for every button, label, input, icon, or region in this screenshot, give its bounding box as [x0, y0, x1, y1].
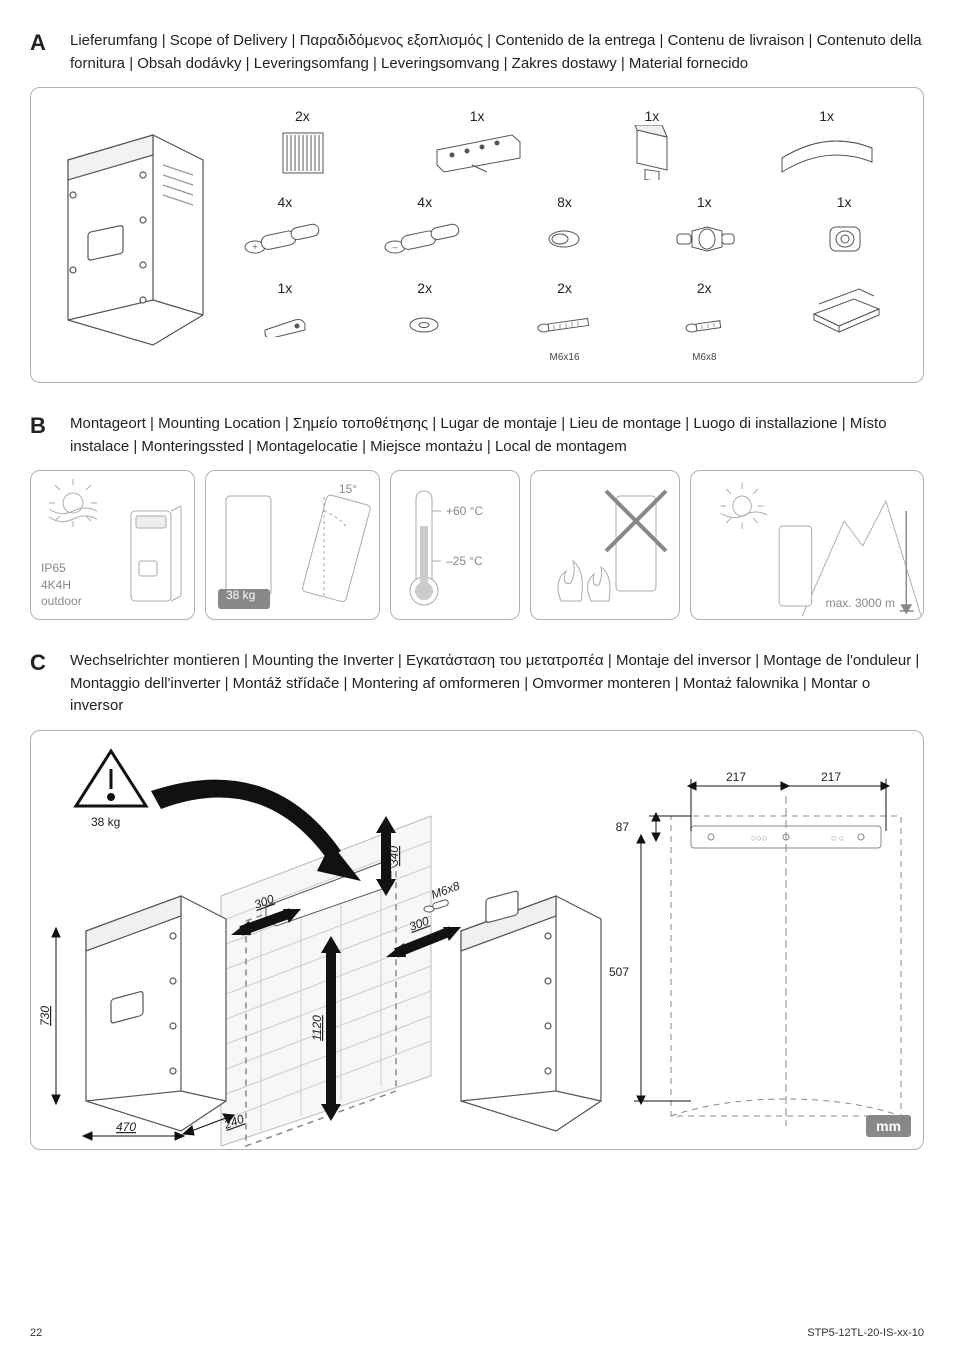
- section-c: C Wechselrichter montieren | Mounting th…: [30, 650, 924, 1150]
- item-qty: 8x: [557, 194, 572, 210]
- item-qty: 2x: [557, 280, 572, 296]
- plug-block-icon: [568, 128, 737, 178]
- delivery-row-1: 2x 1x: [218, 108, 911, 188]
- item-screw-short: 2x M6x8: [637, 280, 771, 363]
- item-plug-block: 1x: [568, 108, 737, 188]
- heatsink-icon: [218, 128, 387, 178]
- panel-ip: IP65 4K4H outdoor: [30, 470, 195, 620]
- dim-clear-top: 340: [387, 845, 401, 865]
- section-a-title: Lieferumfang | Scope of Delivery | Παραδ…: [70, 30, 924, 75]
- weight-warning: [76, 751, 146, 806]
- screw-label: M6x8: [429, 878, 462, 901]
- svg-text:+: +: [252, 242, 257, 252]
- ip-code: 4K4H: [41, 578, 71, 592]
- item-heatsink: 2x: [218, 108, 387, 188]
- unit-badge: mm: [866, 1115, 911, 1137]
- section-b-header: B Montageort | Mounting Location | Σημεί…: [30, 413, 924, 458]
- ip-rating: IP65: [41, 561, 66, 575]
- panel-temp: +60 °C –25 °C: [390, 470, 520, 620]
- item-bracket: 1x: [393, 108, 562, 188]
- section-a-header: A Lieferumfang | Scope of Delivery | Παρ…: [30, 30, 924, 75]
- mounting-box: 38 kg: [30, 730, 924, 1150]
- dim-width: 470: [116, 1120, 136, 1134]
- item-washer: 2x: [358, 280, 492, 363]
- section-a: A Lieferumfang | Scope of Delivery | Παρ…: [30, 30, 924, 383]
- cable-gland-icon: [637, 214, 771, 264]
- item-cover: 1x: [742, 108, 911, 188]
- screw-short-label: M6x8: [692, 352, 716, 363]
- item-mc4-neg: 4x –: [358, 194, 492, 274]
- docs-icon: [777, 284, 911, 334]
- item-qty: 2x: [295, 108, 310, 124]
- screw-long-icon: [498, 300, 632, 350]
- section-c-letter: C: [30, 650, 52, 676]
- item-screw-long: 2x M6x16: [498, 280, 632, 363]
- item-seal: 8x: [498, 194, 632, 274]
- bracket-small-icon: [218, 300, 352, 350]
- delivery-row-3: 1x 2x: [218, 280, 911, 363]
- ip-outdoor: outdoor: [41, 594, 82, 608]
- panel-tilt: 38 kg 15°: [205, 470, 380, 620]
- tilt-angle: 15°: [339, 482, 357, 496]
- dim-w2: 217: [821, 770, 841, 784]
- item-qty: 1x: [644, 108, 659, 124]
- dim-clear-total: 1120: [310, 1014, 324, 1040]
- item-qty: 2x: [417, 280, 432, 296]
- section-a-letter: A: [30, 30, 52, 56]
- svg-text:–: –: [392, 242, 397, 252]
- item-grommet: 1x: [777, 194, 911, 274]
- section-c-header: C Wechselrichter montieren | Mounting th…: [30, 650, 924, 718]
- item-qty: 1x: [470, 108, 485, 124]
- section-b-title: Montageort | Mounting Location | Σημείο …: [70, 413, 924, 458]
- weight-label: 38 kg: [226, 588, 255, 602]
- delivery-box: 2x 1x: [30, 87, 924, 383]
- item-docs: [777, 280, 911, 363]
- panel-fire: [530, 470, 680, 620]
- main-inverter-icon: [43, 100, 218, 370]
- delivery-row-2: 4x + 4x: [218, 194, 911, 274]
- mc4-pos-icon: +: [218, 214, 352, 264]
- bracket-icon: [393, 128, 562, 178]
- item-qty: 1x: [697, 194, 712, 210]
- screw-short-icon: [637, 300, 771, 350]
- dim-h: 507: [609, 965, 629, 979]
- section-b: B Montageort | Mounting Location | Σημεί…: [30, 413, 924, 620]
- section-c-title: Wechselrichter montieren | Mounting the …: [70, 650, 924, 718]
- seal-icon: [498, 214, 632, 264]
- svg-text:○○○: ○○○: [751, 833, 767, 843]
- cover-icon: [742, 128, 911, 178]
- dim-w1: 217: [726, 770, 746, 784]
- weight-label-c: 38 kg: [91, 815, 120, 829]
- temp-low: –25 °C: [446, 554, 483, 568]
- item-mc4-pos: 4x +: [218, 194, 352, 274]
- item-qty: 4x: [417, 194, 432, 210]
- item-qty: 1x: [819, 108, 834, 124]
- item-cable-gland: 1x: [637, 194, 771, 274]
- altitude-label: max. 3000 m: [826, 596, 895, 610]
- item-bracket-small: 1x: [218, 280, 352, 363]
- doc-id: STP5-12TL-20-IS-xx-10: [807, 1327, 924, 1339]
- screw-long-label: M6x16: [549, 352, 579, 363]
- page-number: 22: [30, 1327, 42, 1339]
- dim-top: 87: [616, 820, 630, 834]
- temp-high: +60 °C: [446, 504, 483, 518]
- item-qty: 4x: [278, 194, 293, 210]
- grommet-icon: [777, 214, 911, 264]
- item-qty: 1x: [837, 194, 852, 210]
- page-footer: 22 STP5-12TL-20-IS-xx-10: [30, 1327, 924, 1339]
- item-qty: 1x: [278, 280, 293, 296]
- panels-row: IP65 4K4H outdoor: [30, 470, 924, 620]
- section-b-letter: B: [30, 413, 52, 439]
- svg-text:○ ○: ○ ○: [831, 833, 844, 843]
- panel-altitude: max. 3000 m: [690, 470, 924, 620]
- washer-icon: [358, 300, 492, 350]
- mc4-neg-icon: –: [358, 214, 492, 264]
- dim-height: 730: [38, 1005, 52, 1025]
- item-qty: 2x: [697, 280, 712, 296]
